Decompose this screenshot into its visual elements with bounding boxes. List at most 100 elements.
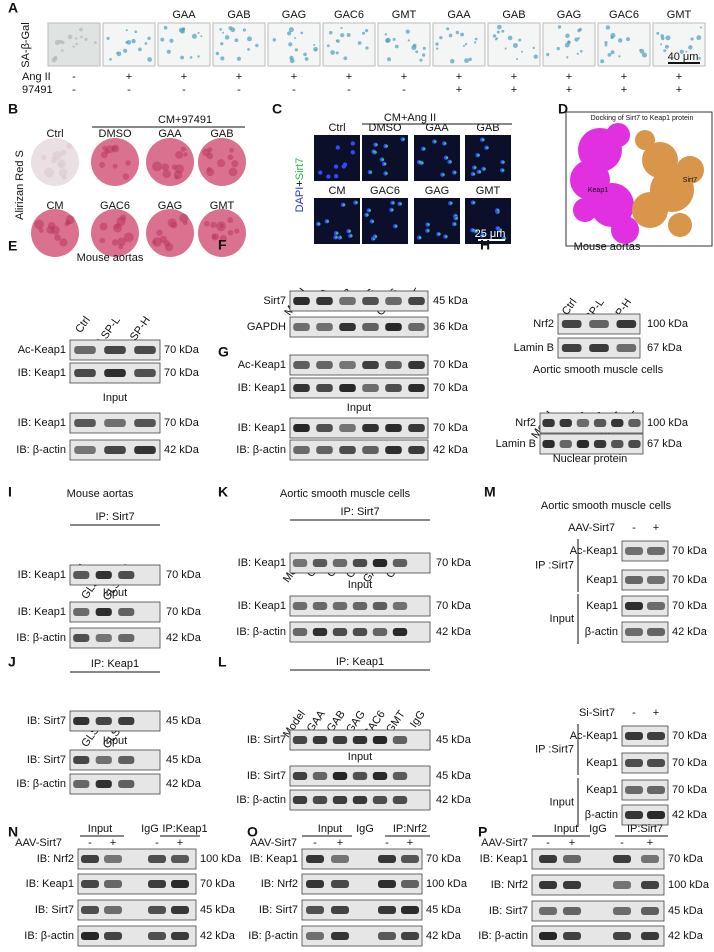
column-header: GAA	[447, 9, 471, 21]
band	[378, 880, 396, 888]
panel-label: K	[218, 484, 228, 500]
size-label: 70 kDa	[164, 367, 200, 379]
blot-strip	[69, 627, 161, 649]
cell	[607, 52, 612, 57]
sirt7-signal	[427, 229, 430, 232]
band	[332, 628, 348, 636]
sirt7-signal	[335, 235, 338, 239]
stain-spot	[152, 161, 162, 172]
blot-strip	[621, 540, 669, 562]
cell	[197, 31, 200, 34]
band	[118, 571, 135, 579]
blot-strip	[621, 725, 669, 747]
band	[401, 906, 419, 914]
band	[73, 717, 90, 725]
cell	[80, 35, 83, 39]
band	[316, 446, 333, 454]
band	[134, 419, 156, 427]
band	[118, 756, 135, 764]
sign: -	[402, 84, 406, 96]
well	[91, 209, 139, 257]
nucleus	[350, 150, 356, 155]
band	[401, 855, 419, 863]
size-label: 45 kDa	[166, 754, 202, 766]
stain-label: SA-β-Gal	[20, 22, 32, 67]
cell	[51, 57, 57, 63]
sirt7-signal	[368, 209, 372, 212]
band	[148, 880, 166, 888]
size-label: 70 kDa	[164, 344, 200, 356]
band	[171, 906, 189, 914]
blot-strip	[539, 412, 644, 434]
cell	[200, 35, 203, 38]
band	[392, 559, 408, 567]
band	[392, 736, 408, 744]
band	[352, 736, 368, 744]
band	[561, 344, 582, 352]
docking-title: Docking of Sirt7 to Keap1 protein	[591, 115, 694, 122]
row-label: Ac-Keap1	[18, 344, 66, 356]
blot-strip	[301, 925, 423, 947]
size-label: 70 kDa	[672, 600, 708, 612]
band	[641, 881, 659, 889]
band	[95, 780, 112, 788]
blot-strip	[69, 710, 161, 732]
nucleus	[318, 170, 323, 175]
band	[392, 628, 408, 636]
band	[539, 932, 557, 940]
stain-label: Alirizan Red S	[14, 150, 26, 220]
band	[73, 571, 90, 579]
cell	[180, 55, 185, 60]
group-label: IP:Keap1	[162, 823, 207, 835]
cell	[565, 33, 570, 39]
panel-label: B	[8, 101, 18, 117]
cell	[361, 31, 366, 35]
band	[104, 906, 122, 914]
sirt7-signal	[483, 167, 486, 171]
sirt7-signal	[418, 236, 422, 239]
stain-spot	[122, 173, 130, 180]
band	[372, 796, 388, 804]
stain-spot	[44, 167, 55, 178]
cell	[79, 27, 83, 32]
cell	[617, 38, 623, 43]
cell	[220, 42, 224, 46]
stain-spot	[156, 229, 163, 236]
band	[316, 424, 333, 432]
band	[293, 384, 310, 392]
panel-label: N	[8, 824, 18, 840]
size-label: 67 kDa	[647, 438, 683, 450]
sign: +	[181, 71, 187, 83]
sirt7-signal	[449, 160, 452, 164]
cell	[326, 44, 330, 48]
band	[352, 772, 368, 780]
sirt7-signal	[478, 170, 482, 174]
size-label: 70 kDa	[672, 545, 708, 557]
band	[306, 855, 324, 863]
band	[392, 796, 408, 804]
ip-header: IP: Sirt7	[95, 511, 134, 523]
sirt7-signal	[472, 201, 476, 204]
band	[647, 576, 665, 584]
band	[589, 320, 609, 328]
size-label: 70 kDa	[166, 569, 202, 581]
band	[616, 344, 637, 352]
size-label: 45 kDa	[166, 715, 202, 727]
band	[331, 855, 349, 863]
band	[148, 932, 166, 940]
stain-spot	[204, 220, 210, 227]
sirt7-signal	[445, 235, 448, 238]
size-label: 42 kDa	[436, 626, 472, 638]
band	[81, 906, 99, 914]
row-label: IB: Keap1	[238, 557, 286, 569]
cell	[688, 45, 693, 50]
band	[641, 907, 659, 915]
band	[306, 880, 324, 888]
band	[292, 772, 308, 780]
blot-strip	[289, 354, 429, 376]
sign: +	[511, 84, 517, 96]
band	[306, 932, 324, 940]
band	[312, 559, 328, 567]
cell	[464, 43, 468, 46]
